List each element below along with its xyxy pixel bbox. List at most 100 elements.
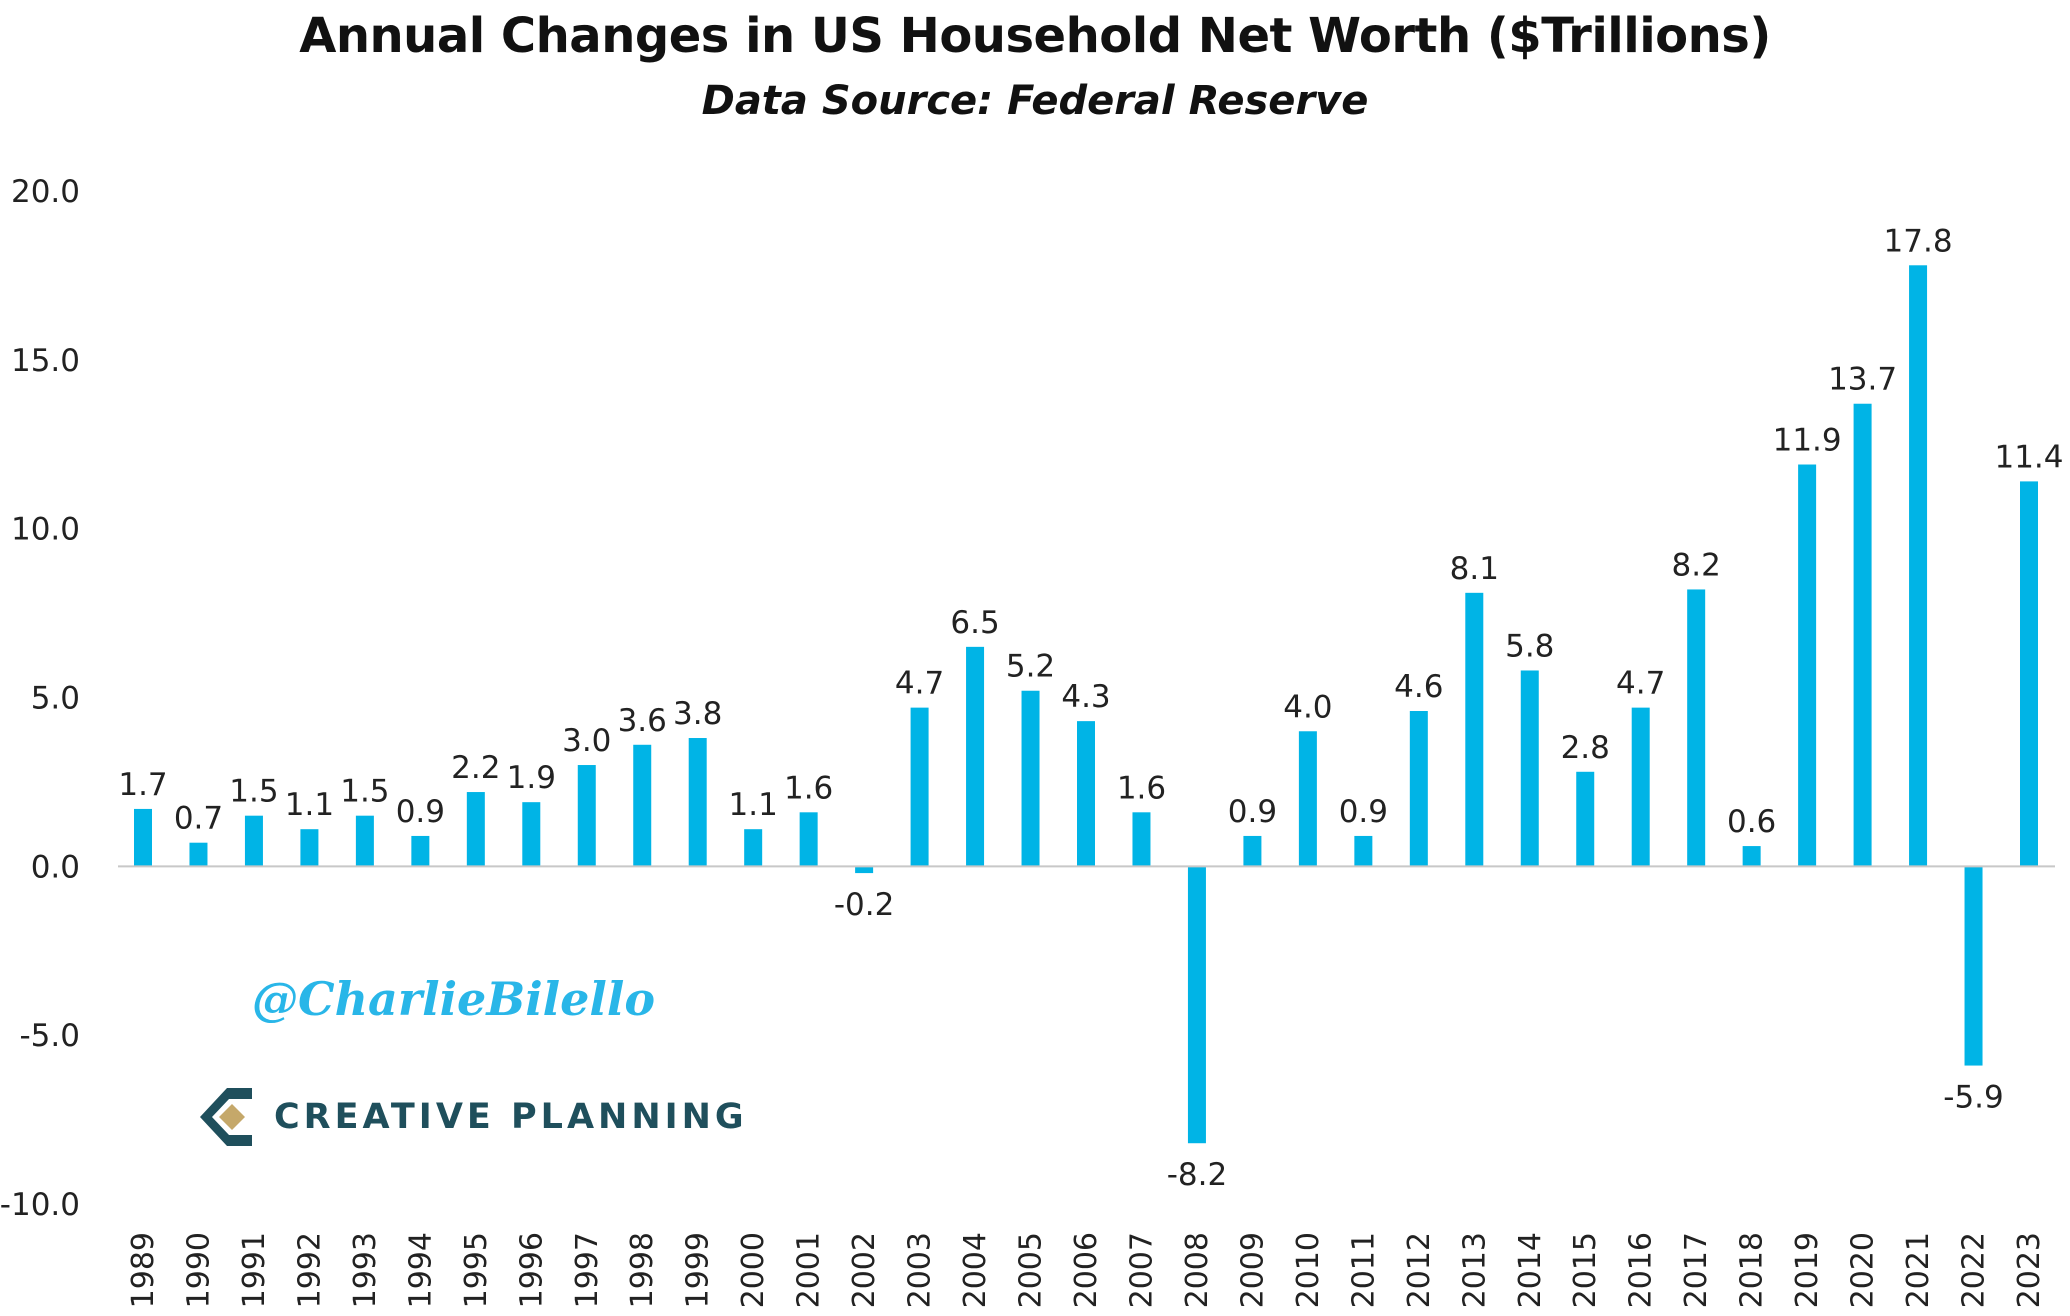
data-label: -0.2 [834,887,895,923]
bar [633,744,652,867]
x-tick-label: 1993 [348,1232,383,1308]
x-tick-label: 1994 [403,1232,438,1308]
x-tick-label: 2023 [2012,1232,2047,1308]
bar [1132,812,1151,867]
bar [522,802,541,867]
data-label: 11.4 [1994,439,2063,475]
y-tick-label: -5.0 [20,1018,81,1054]
data-label: 2.8 [1561,730,1610,766]
x-axis: 1989 1990 1991 1992 1993 1994 1995 1996 1997 1998… [126,1232,2047,1308]
data-label: 4.0 [1283,689,1332,725]
data-label: 4.6 [1394,669,1443,705]
x-tick-label: 2003 [903,1232,938,1308]
data-label: 1.6 [1117,770,1166,806]
x-tick-label: 2008 [1180,1232,1215,1308]
data-label: 8.2 [1672,547,1721,583]
data-label: 8.1 [1450,551,1499,587]
data-label: 3.8 [673,696,722,732]
data-label: 1.1 [729,787,778,823]
x-tick-label: 1998 [625,1232,660,1308]
bar [744,829,763,867]
bar [466,792,485,867]
x-tick-label: 2009 [1235,1232,1270,1308]
bar [910,707,929,867]
y-tick-label: 20.0 [11,174,80,210]
bar [300,829,319,867]
data-label: 1.6 [784,770,833,806]
data-label: 0.7 [174,801,223,837]
bar [1576,771,1595,867]
bar [1853,403,1872,867]
data-label: 1.7 [118,767,167,803]
bar [1520,670,1539,867]
x-tick-label: 1995 [459,1232,494,1308]
x-tick-label: 2005 [1014,1232,1049,1308]
x-tick-label: 2013 [1457,1232,1492,1308]
bar [1687,589,1706,867]
x-tick-label: 1989 [126,1232,161,1308]
data-label: 5.8 [1505,628,1554,664]
x-tick-label: 2004 [958,1232,993,1308]
x-tick-label: 2010 [1291,1232,1326,1308]
bar [1409,711,1428,867]
x-tick-label: 2014 [1513,1232,1548,1308]
x-tick-label: 2002 [847,1232,882,1308]
data-label: 3.6 [618,703,667,739]
data-label: 2.2 [451,750,500,786]
x-tick-label: 2001 [792,1232,827,1308]
x-tick-label: 2020 [1846,1232,1881,1308]
x-tick-label: 2007 [1124,1232,1159,1308]
bar [1909,265,1928,867]
y-tick-label: 15.0 [11,343,80,379]
data-label: 3.0 [562,723,611,759]
data-label: 0.9 [396,794,445,830]
bar-series [134,265,2038,1144]
data-label: 13.7 [1828,362,1897,398]
y-axis: -10.0 -5.0 0.0 5.0 10.0 15.0 20.0 [0,174,80,1223]
x-tick-label: 2012 [1402,1232,1437,1308]
x-tick-label: 2011 [1346,1232,1381,1308]
watermark-handle: @CharlieBilello [252,972,656,1026]
data-label: -5.9 [1943,1080,2004,1116]
y-tick-label: -10.0 [0,1187,80,1223]
x-tick-label: 1999 [681,1232,716,1308]
bar [355,815,374,867]
bar [411,835,430,867]
data-label: 1.9 [507,760,556,796]
x-tick-label: 2017 [1679,1232,1714,1308]
bar [1187,866,1206,1144]
bar [1354,835,1373,867]
data-label: 1.1 [285,787,334,823]
data-label: 4.3 [1061,679,1110,715]
bar [1465,592,1484,867]
creative-planning-logo-icon [200,1088,252,1146]
bar [799,812,818,867]
bar [966,646,985,867]
data-label: 0.6 [1727,804,1776,840]
data-label: 0.9 [1228,794,1277,830]
x-tick-label: 2022 [1957,1232,1992,1308]
x-tick-label: 1996 [514,1232,549,1308]
bar [244,815,263,867]
bar [1631,707,1650,867]
x-tick-label: 1997 [570,1232,605,1308]
data-labels: 1.70.71.5 1.1 1.50.92.2 1.93.03.6 3.81.1 1.6-… [118,223,2063,1193]
bar [855,866,874,874]
bar [1243,835,1262,867]
x-tick-label: 2021 [1901,1232,1936,1308]
data-label: 11.9 [1773,423,1842,459]
y-tick-label: 0.0 [31,849,80,885]
bar [189,842,208,867]
data-label: 1.5 [229,774,278,810]
data-label: 5.2 [1006,649,1055,685]
x-tick-label: 2019 [1790,1232,1825,1308]
y-tick-label: 5.0 [31,681,80,717]
bar [134,808,152,867]
x-tick-label: 2000 [736,1232,771,1308]
x-tick-label: 2006 [1069,1232,1104,1308]
y-tick-label: 10.0 [11,512,80,548]
data-label: 4.7 [1616,666,1665,702]
x-tick-label: 1990 [181,1232,216,1308]
data-label: 0.9 [1339,794,1388,830]
